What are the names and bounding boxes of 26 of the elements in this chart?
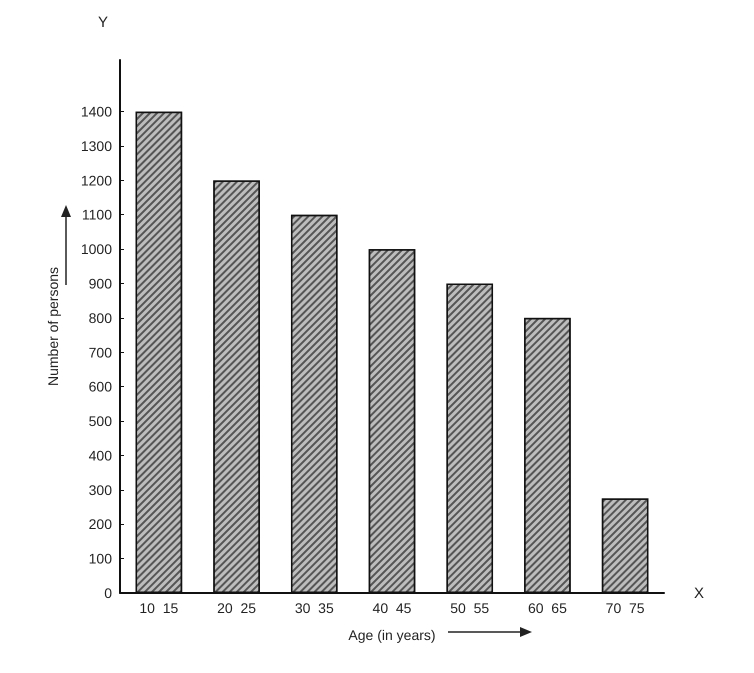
x-tick-label: 10 15 (139, 600, 179, 616)
text: X (694, 585, 704, 602)
y-tick-label: 700 (88, 344, 112, 360)
y-tick-label: 300 (88, 482, 112, 498)
y-tick-label: 500 (88, 413, 112, 430)
x-tick-label: 50 55 (450, 600, 490, 616)
y-tick-label: 1200 (80, 172, 112, 188)
y-tick-label: 1300 (80, 138, 112, 154)
y-tick-label: 1000 (80, 241, 112, 258)
text: Y (98, 14, 108, 31)
x-axis-title: Age (in years) (348, 627, 436, 643)
y-axis-title: Number of persons (45, 266, 61, 386)
x-tick-label: 60 65 (528, 600, 568, 616)
x-tick-label: 30 35 (294, 600, 334, 616)
y-tick-label: 0 (104, 585, 112, 601)
y-tick-label: 1100 (82, 206, 112, 223)
x-tick-label: 70 75 (606, 600, 645, 616)
y-tick-label: 200 (88, 516, 112, 532)
y-tick-label: 100 (88, 550, 112, 567)
x-tick-label: 40 45 (372, 600, 412, 616)
y-tick-label: 600 (88, 378, 112, 395)
y-tick-label: 900 (88, 276, 112, 292)
y-tick-label: 400 (88, 447, 112, 464)
y-tick-label: 1400 (80, 104, 112, 120)
x-tick-label: 20 25 (217, 600, 256, 616)
y-tick-label: 800 (88, 310, 112, 326)
